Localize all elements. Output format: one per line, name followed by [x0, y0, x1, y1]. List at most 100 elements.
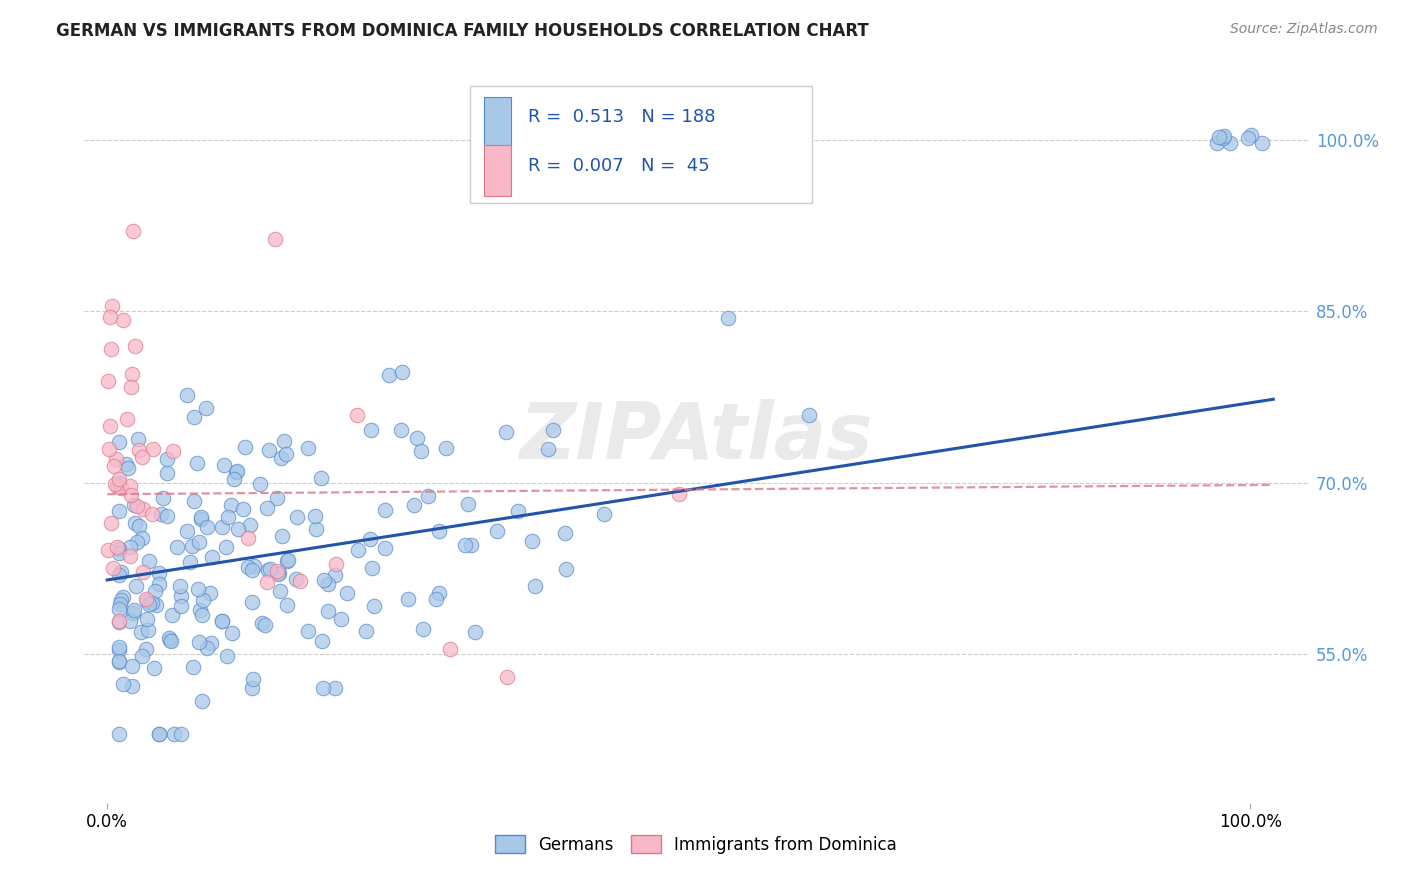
Point	[169, 579, 191, 593]
Point	[418, 489, 440, 503]
Point	[141, 596, 163, 610]
Point	[253, 617, 276, 632]
Point	[107, 640, 129, 654]
Point	[98, 310, 121, 325]
Point	[323, 568, 346, 582]
Point	[136, 594, 159, 608]
Point	[97, 442, 120, 456]
Point	[316, 604, 339, 618]
Point	[131, 450, 153, 465]
Point	[124, 339, 146, 353]
Point	[138, 554, 160, 568]
FancyBboxPatch shape	[484, 97, 512, 148]
Point	[360, 423, 382, 437]
Point	[256, 500, 278, 515]
Point	[297, 441, 319, 455]
Point	[162, 444, 184, 458]
Point	[285, 510, 308, 524]
Point	[212, 458, 235, 473]
Point	[156, 509, 179, 524]
Point	[457, 497, 479, 511]
Point	[181, 660, 204, 674]
Point	[127, 535, 149, 549]
Point	[276, 598, 298, 612]
Text: GERMAN VS IMMIGRANTS FROM DOMINICA FAMILY HOUSEHOLDS CORRELATION CHART: GERMAN VS IMMIGRANTS FROM DOMINICA FAMIL…	[56, 22, 869, 40]
Point	[163, 727, 186, 741]
Point	[273, 434, 295, 448]
Point	[439, 641, 461, 656]
Point	[346, 543, 368, 558]
Point	[150, 507, 173, 521]
Point	[142, 442, 165, 456]
Point	[97, 543, 120, 558]
Point	[110, 593, 132, 607]
Point	[217, 509, 239, 524]
Point	[98, 418, 121, 433]
Point	[183, 494, 205, 508]
Point	[409, 443, 432, 458]
Point	[190, 511, 212, 525]
Text: ZIPAtlas: ZIPAtlas	[519, 399, 873, 475]
Point	[460, 538, 482, 552]
Point	[125, 499, 148, 513]
FancyBboxPatch shape	[470, 86, 813, 203]
Point	[148, 566, 170, 581]
Point	[495, 425, 517, 439]
Point	[496, 670, 519, 684]
Point	[145, 598, 167, 612]
FancyBboxPatch shape	[484, 145, 512, 195]
Point	[160, 634, 183, 648]
Point	[799, 408, 821, 422]
Point	[323, 681, 346, 695]
Point	[138, 597, 160, 611]
Point	[169, 599, 191, 613]
Point	[211, 520, 233, 534]
Point	[554, 562, 576, 576]
Point	[107, 476, 129, 491]
Point	[160, 607, 183, 622]
Point	[389, 423, 412, 437]
Point	[122, 498, 145, 512]
Point	[274, 446, 297, 460]
Point	[180, 539, 202, 553]
Point	[100, 516, 122, 531]
Point	[242, 672, 264, 686]
Point	[157, 631, 180, 645]
Point	[169, 589, 191, 603]
Point	[276, 554, 298, 568]
Point	[108, 597, 131, 611]
Point	[191, 693, 214, 707]
Point	[336, 585, 359, 599]
Text: Source: ZipAtlas.com: Source: ZipAtlas.com	[1230, 22, 1378, 37]
Point	[524, 579, 547, 593]
Point	[537, 442, 560, 457]
Point	[215, 648, 238, 663]
Point	[131, 649, 153, 664]
Point	[312, 681, 335, 696]
Point	[186, 456, 208, 470]
Point	[285, 572, 308, 586]
Point	[128, 442, 150, 457]
Point	[354, 624, 377, 638]
Point	[156, 466, 179, 480]
Point	[191, 607, 214, 622]
Point	[111, 677, 134, 691]
Point	[266, 564, 288, 578]
Point	[176, 524, 198, 539]
Point	[427, 524, 450, 538]
Point	[288, 574, 311, 588]
Point	[120, 540, 142, 554]
Point	[434, 441, 457, 455]
Point	[1212, 131, 1234, 145]
Point	[108, 614, 131, 628]
Point	[211, 614, 233, 628]
Point	[188, 634, 211, 648]
Point	[159, 632, 181, 647]
Point	[225, 466, 247, 480]
Point	[195, 520, 218, 534]
Point	[183, 410, 205, 425]
Point	[396, 592, 419, 607]
Point	[131, 502, 153, 516]
Point	[259, 562, 281, 576]
Point	[170, 727, 193, 741]
